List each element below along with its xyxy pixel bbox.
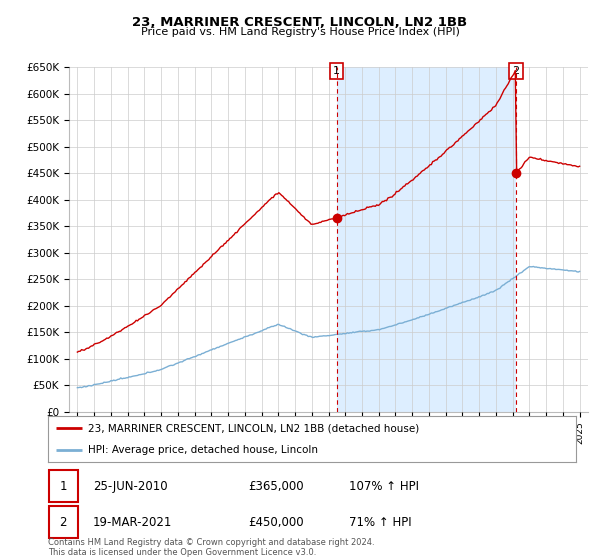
- Text: 2: 2: [512, 66, 520, 76]
- Text: Contains HM Land Registry data © Crown copyright and database right 2024.
This d: Contains HM Land Registry data © Crown c…: [48, 538, 374, 557]
- Text: £450,000: £450,000: [248, 516, 304, 529]
- Text: 23, MARRINER CRESCENT, LINCOLN, LN2 1BB: 23, MARRINER CRESCENT, LINCOLN, LN2 1BB: [133, 16, 467, 29]
- Text: 71% ↑ HPI: 71% ↑ HPI: [349, 516, 412, 529]
- Text: 1: 1: [333, 66, 340, 76]
- FancyBboxPatch shape: [49, 470, 78, 502]
- Text: 19-MAR-2021: 19-MAR-2021: [93, 516, 172, 529]
- FancyBboxPatch shape: [49, 506, 78, 539]
- Text: 1: 1: [59, 479, 67, 493]
- Text: 107% ↑ HPI: 107% ↑ HPI: [349, 479, 419, 493]
- Text: HPI: Average price, detached house, Lincoln: HPI: Average price, detached house, Linc…: [88, 445, 317, 455]
- Text: £365,000: £365,000: [248, 479, 304, 493]
- Text: 25-JUN-2010: 25-JUN-2010: [93, 479, 167, 493]
- Text: Price paid vs. HM Land Registry's House Price Index (HPI): Price paid vs. HM Land Registry's House …: [140, 27, 460, 37]
- Bar: [337, 67, 516, 412]
- Text: 2: 2: [59, 516, 67, 529]
- Text: 23, MARRINER CRESCENT, LINCOLN, LN2 1BB (detached house): 23, MARRINER CRESCENT, LINCOLN, LN2 1BB …: [88, 423, 419, 433]
